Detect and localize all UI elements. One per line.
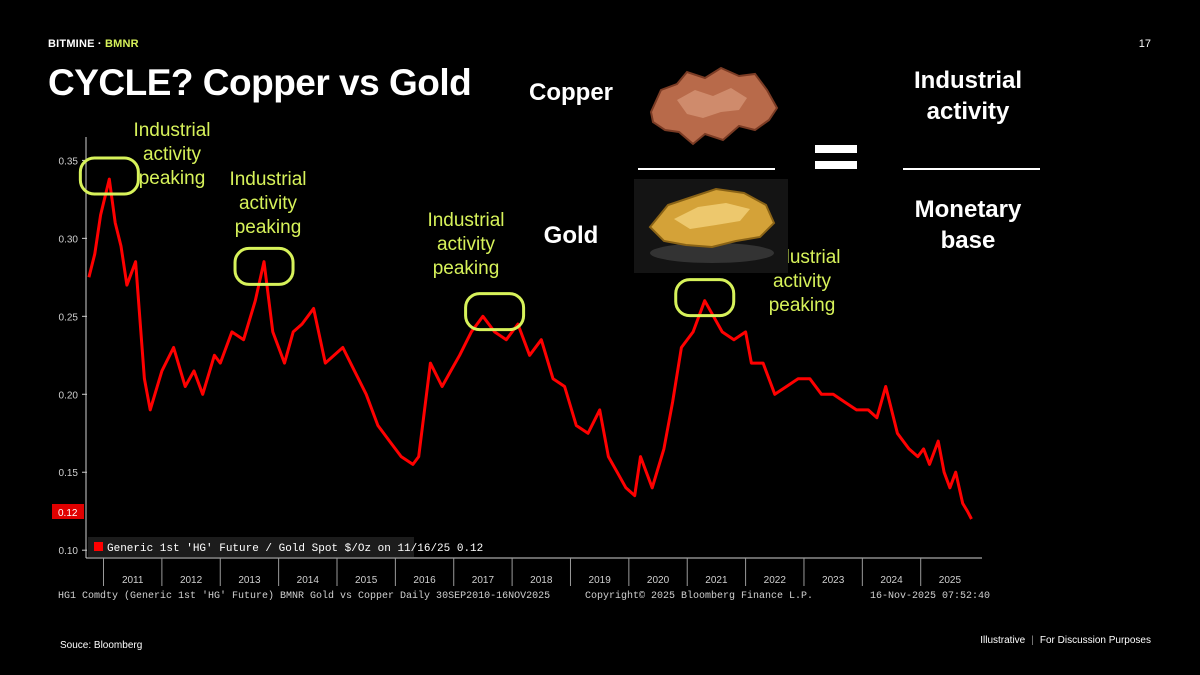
y-tick-label: 0.10: [59, 546, 79, 557]
y-tick-label: 0.35: [59, 156, 79, 167]
x-tick-label: 2016: [413, 575, 436, 586]
annotation-peak-2013: Industrial activity peaking: [229, 169, 307, 238]
x-tick-label: 2022: [764, 575, 787, 586]
last-value-label: 0.12: [58, 508, 78, 519]
page-title: CYCLE? Copper vs Gold: [48, 62, 472, 103]
footer-separator: |: [1031, 635, 1034, 646]
chart-caption-left: HG1 Comdty (Generic 1st 'HG' Future) BMN…: [58, 590, 550, 602]
peak-highlight-ellipse: [674, 278, 736, 318]
copper-nugget-highlight: [677, 88, 747, 118]
x-tick-label: 2018: [530, 575, 553, 586]
y-tick-label: 0.15: [59, 468, 79, 479]
x-tick-label: 2023: [822, 575, 845, 586]
peak-highlight-ellipses: [78, 156, 736, 332]
fraction-line-equation: [903, 168, 1040, 170]
equation-numerator: Industrial activity: [913, 67, 1022, 125]
footer-illustrative: Illustrative: [980, 635, 1026, 646]
annotation-peak-2011: Industrial activity peaking: [133, 120, 211, 189]
gold-nugget-image: [634, 179, 788, 273]
x-tick-label: 2015: [355, 575, 378, 586]
page-number: 17: [1138, 38, 1151, 50]
x-tick-label: 2012: [180, 575, 203, 586]
equals-sign-top-bar: [815, 145, 857, 153]
legend-series-name: Generic 1st 'HG' Future / Gold Spot $/Oz…: [107, 543, 483, 555]
x-tick-label: 2011: [122, 575, 144, 586]
x-tick-label: 2014: [297, 575, 320, 586]
peak-highlight-ellipse: [464, 292, 526, 332]
x-tick-label: 2024: [880, 575, 903, 586]
source-note: Souce: Bloomberg: [60, 640, 143, 651]
x-tick-label: 2019: [589, 575, 612, 586]
x-tick-label: 2020: [647, 575, 670, 586]
y-axis-labels: 0.10 0.15 0.20 0.25 0.30 0.35: [59, 156, 87, 557]
y-tick-label: 0.20: [59, 390, 79, 401]
gold-shadow: [650, 243, 774, 263]
equation-denominator: Monetary base: [914, 196, 1022, 254]
peak-highlight-ellipse: [78, 156, 140, 196]
x-tick-label: 2017: [472, 575, 495, 586]
brand-separator: ·: [97, 38, 102, 50]
chart-caption-center: Copyright© 2025 Bloomberg Finance L.P.: [585, 590, 813, 602]
chart-axes: [85, 137, 982, 559]
brand-ticker: BMNR: [105, 38, 139, 50]
gold-nugget-highlight: [674, 203, 750, 229]
x-tick-label: 2025: [939, 575, 962, 586]
copper-nugget-image: [649, 66, 779, 146]
legend-box: [88, 537, 414, 557]
x-tick-label: 2021: [705, 575, 728, 586]
fraction-line-copper-gold: [638, 168, 775, 170]
x-axis-labels: 2011 2012 2013 2014 2015 2016 2017 2018 2019 2020…: [103, 558, 962, 586]
last-value-marker: [52, 504, 84, 519]
copper-label: Copper: [529, 79, 613, 106]
y-tick-label: 0.25: [59, 312, 79, 323]
series-line-hg-gold-ratio: [87, 177, 973, 520]
brand-name: BITMINE: [48, 38, 95, 50]
brand-header: BITMINE · BMNR: [48, 38, 139, 50]
legend-swatch: [94, 542, 103, 551]
x-tick-label: 2013: [238, 575, 261, 586]
chart-caption-right: 16-Nov-2025 07:52:40: [870, 591, 990, 602]
annotation-peak-2017: Industrial activity peaking: [427, 210, 505, 279]
equals-sign-bottom-bar: [815, 161, 857, 169]
peak-highlight-ellipse: [233, 246, 295, 286]
gold-label: Gold: [543, 222, 599, 249]
y-tick-label: 0.30: [59, 234, 79, 245]
footer-discussion: For Discussion Purposes: [1039, 635, 1151, 646]
footer-disclaimer: Illustrative | For Discussion Purposes: [980, 635, 1151, 646]
